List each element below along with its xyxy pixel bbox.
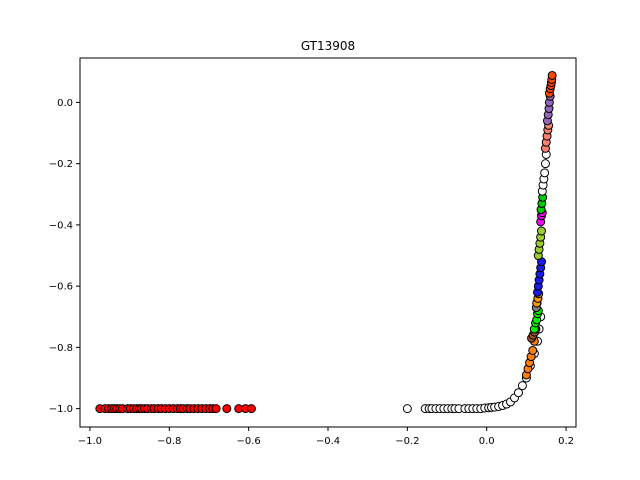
- y-tick-label: −1.0: [49, 404, 73, 415]
- data-point: [540, 168, 550, 178]
- plot-frame: [79, 57, 577, 428]
- x-tick-label: 0.2: [558, 436, 574, 447]
- data-point: [222, 404, 232, 414]
- y-tick-label: −0.8: [49, 343, 73, 354]
- data-point: [536, 226, 546, 236]
- y-tick-label: −0.2: [49, 159, 73, 170]
- data-point: [246, 404, 256, 414]
- x-tick-label: −0.8: [157, 436, 181, 447]
- y-tick-label: −0.4: [49, 220, 73, 231]
- data-point: [513, 388, 523, 398]
- x-tick-label: −0.2: [395, 436, 419, 447]
- data-point: [402, 404, 412, 414]
- x-tick-label: −0.4: [316, 436, 340, 447]
- data-point: [211, 404, 221, 414]
- y-tick-label: 0.0: [57, 98, 73, 109]
- y-tick-label: −0.6: [49, 282, 73, 293]
- data-point: [528, 345, 538, 355]
- data-point: [547, 70, 557, 80]
- chart-title: GT13908: [301, 39, 355, 53]
- axes-layer: −1.0 −0.8 −0.6 −0.4 −0.2 0.0 0.2 0.0 −0.2 −0.4 −0.…: [49, 57, 577, 447]
- points-layer: [95, 70, 557, 414]
- data-point: [540, 159, 550, 169]
- x-tick-label: 0.0: [479, 436, 495, 447]
- x-tick-label: −0.6: [236, 436, 260, 447]
- data-point: [517, 381, 527, 391]
- x-tick-label: −1.0: [78, 436, 102, 447]
